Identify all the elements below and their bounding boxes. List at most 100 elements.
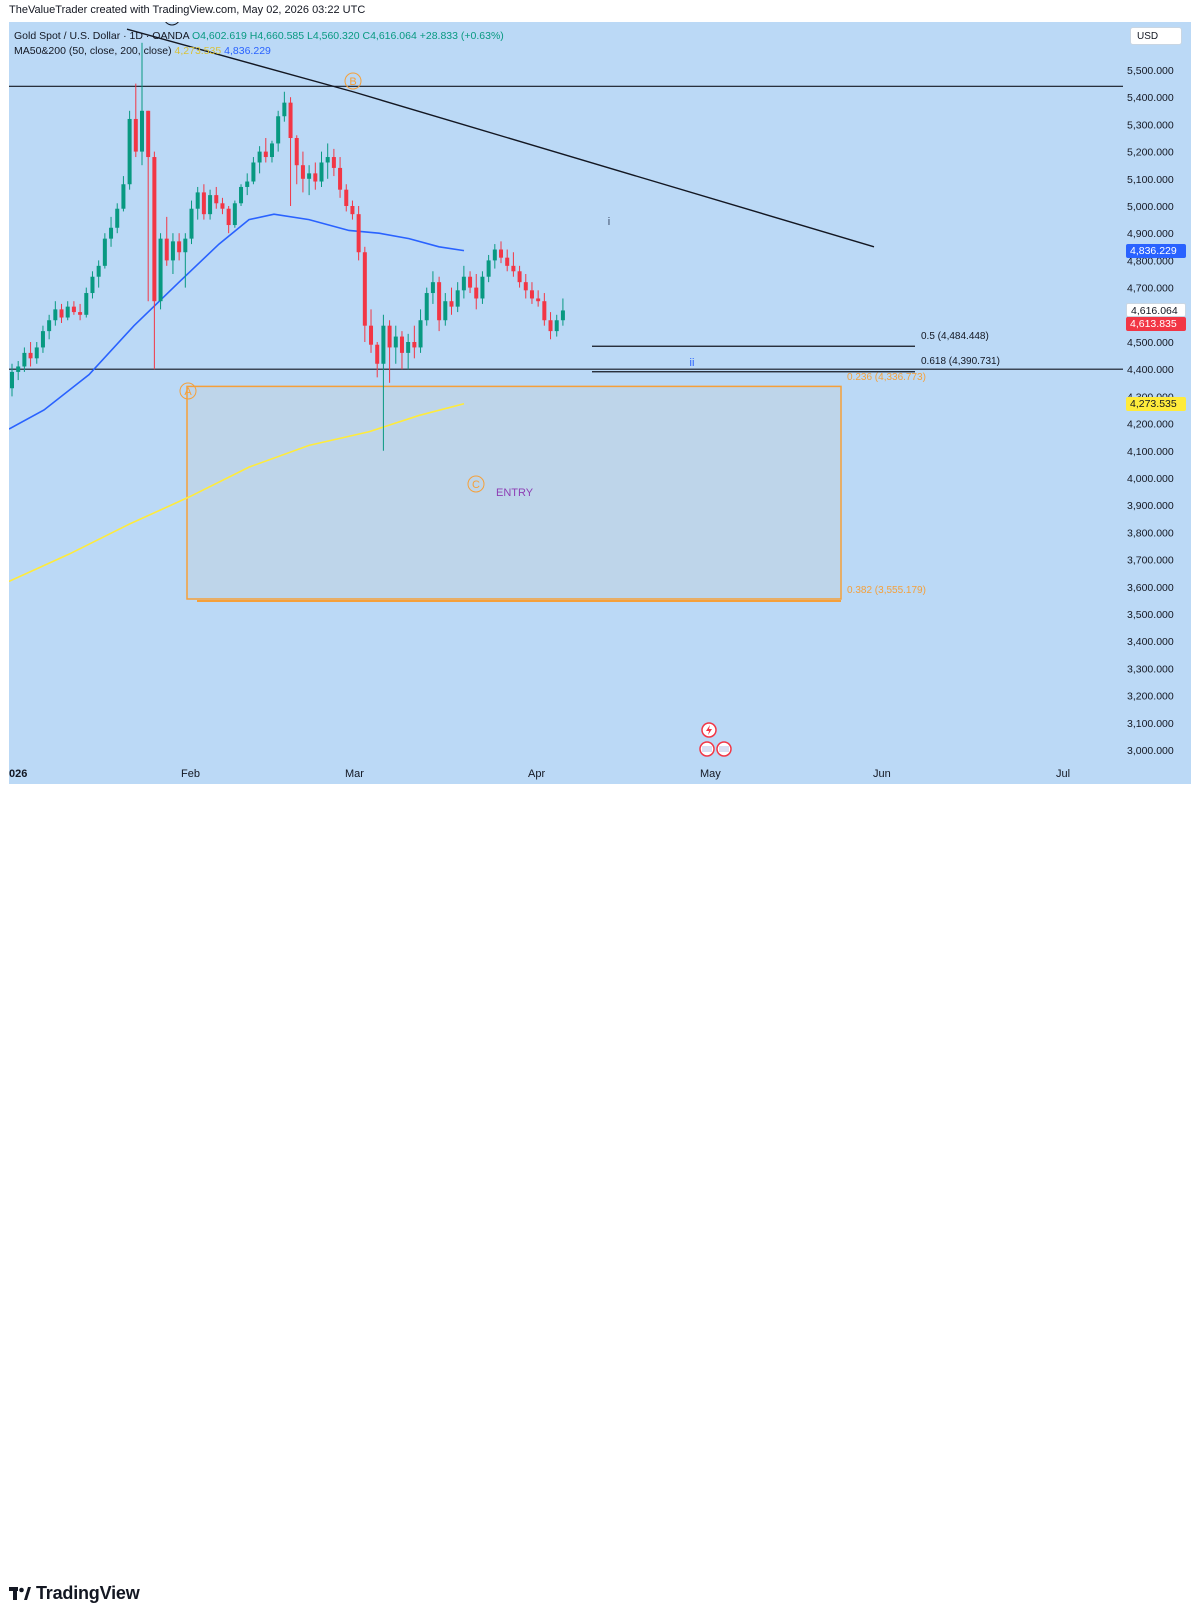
candle-body xyxy=(529,290,534,299)
price-tick-label: 3,500.000 xyxy=(1127,609,1174,621)
price-tick-label: 5,200.000 xyxy=(1127,147,1174,159)
candle-body xyxy=(399,336,404,353)
price-tag-2: 4,613.835 xyxy=(1126,317,1186,332)
header-text: TheValueTrader created with TradingView.… xyxy=(9,4,366,16)
candle-body xyxy=(369,325,374,345)
candle-body xyxy=(109,227,114,239)
candle-body xyxy=(146,110,151,158)
candle-body xyxy=(59,309,64,318)
fib-05-label: 0.5 (4,484.448) xyxy=(921,331,989,342)
tradingview-logo[interactable]: TradingView xyxy=(9,1583,140,1604)
candle-body xyxy=(344,189,349,206)
price-tick-label: 4,800.000 xyxy=(1127,255,1174,267)
candle-body xyxy=(356,214,361,253)
price-tick-label: 4,100.000 xyxy=(1127,446,1174,458)
price-tick-label: 4,000.000 xyxy=(1127,473,1174,485)
candle-body xyxy=(121,184,126,209)
candle-body xyxy=(523,282,528,291)
box-0236-label: 0.236 (4,336.773) xyxy=(847,372,926,383)
box-0382-label: 0.382 (3,555.179) xyxy=(847,585,926,596)
candle-body xyxy=(381,325,386,364)
time-label: May xyxy=(700,768,721,780)
ma50-line xyxy=(9,402,465,583)
candle-body xyxy=(338,167,343,190)
candle-body xyxy=(548,320,553,332)
candle-body xyxy=(245,181,250,187)
candle-body xyxy=(474,287,479,299)
price-tick-label: 3,900.000 xyxy=(1127,500,1174,512)
candle-body xyxy=(152,157,157,302)
price-tick-label: 3,700.000 xyxy=(1127,555,1174,567)
currency-button[interactable]: USD xyxy=(1130,27,1182,45)
candle-body xyxy=(53,309,58,321)
candle-body xyxy=(288,102,293,138)
candle-body xyxy=(269,143,274,158)
candle-body xyxy=(300,165,305,179)
price-axis[interactable]: 5,500.000 5,400.000 5,300.000 5,200.000 5,10… xyxy=(1123,22,1191,762)
candle-body xyxy=(214,195,219,204)
ma200-line xyxy=(9,213,465,430)
entry-zone-box xyxy=(186,385,842,600)
candle-body xyxy=(307,173,312,179)
time-axis-labels: 026 Feb Mar Apr May Jun Jul xyxy=(9,768,1070,780)
candle-body xyxy=(536,298,541,302)
price-tick-label: 3,800.000 xyxy=(1127,527,1174,539)
candle-body xyxy=(430,282,435,294)
legend-ma-label: MA50&200 (50, close, 200, close) xyxy=(14,45,172,57)
candle-body xyxy=(449,301,454,307)
time-label: Jul xyxy=(1056,768,1070,780)
legend-ma50-value: 4,273.535 xyxy=(174,45,222,57)
wave-i-label: i xyxy=(608,216,610,228)
wave-a-label-circle xyxy=(179,382,197,400)
candle-body xyxy=(133,118,138,152)
candle-body xyxy=(362,252,367,326)
price-tick-label: 5,000.000 xyxy=(1127,201,1174,213)
candle-body xyxy=(220,203,225,209)
candle-body xyxy=(257,151,262,163)
trendline xyxy=(126,28,875,248)
candle-body xyxy=(406,342,411,353)
price-tick-label: 5,500.000 xyxy=(1127,65,1174,77)
legend-high: H4,660.585 xyxy=(249,30,305,42)
price-tick-label: 3,400.000 xyxy=(1127,636,1174,648)
candle-body xyxy=(325,157,330,163)
footer: TradingView xyxy=(0,784,1200,1603)
candle-body xyxy=(375,344,380,364)
price-tick-label: 5,300.000 xyxy=(1127,119,1174,131)
wave-ii-label: ii xyxy=(690,357,695,369)
wave-b-label-circle xyxy=(344,72,362,90)
wave-a-label: A xyxy=(184,386,192,398)
time-label: Apr xyxy=(528,768,545,780)
candle-body xyxy=(461,276,466,291)
entry-label: ENTRY xyxy=(496,487,534,499)
header-bar: TheValueTrader created with TradingView.… xyxy=(0,0,1200,22)
candle-body xyxy=(195,192,200,209)
candle-body xyxy=(232,203,237,226)
candle-body xyxy=(554,320,559,332)
candle-body xyxy=(47,320,52,332)
candle-body xyxy=(294,138,299,166)
candle-body xyxy=(164,238,169,261)
candle-body xyxy=(480,276,485,299)
candle-body xyxy=(542,301,547,321)
candle-body xyxy=(517,271,522,283)
time-label: Jun xyxy=(873,768,891,780)
candle-body xyxy=(313,173,318,182)
legend-ma200-value: 4,836.229 xyxy=(224,45,271,57)
time-axis[interactable]: 026 Feb Mar Apr May Jun Jul xyxy=(9,762,1191,784)
candle-body xyxy=(319,162,324,182)
wave-b-label: B xyxy=(349,76,356,88)
price-tick-label: 5,400.000 xyxy=(1127,92,1174,104)
legend-close: C4,616.064 xyxy=(362,30,417,42)
price-tick-label: 3,200.000 xyxy=(1127,691,1174,703)
candle-body xyxy=(189,208,194,239)
price-tick-label: 5,100.000 xyxy=(1127,174,1174,186)
candle-body xyxy=(16,366,21,372)
candle-body xyxy=(468,276,473,288)
candle-body xyxy=(486,260,491,277)
price-tick-label: 4,700.000 xyxy=(1127,283,1174,295)
candle-body xyxy=(78,312,83,315)
fib-0618-label: 0.618 (4,390.731) xyxy=(921,356,1000,367)
